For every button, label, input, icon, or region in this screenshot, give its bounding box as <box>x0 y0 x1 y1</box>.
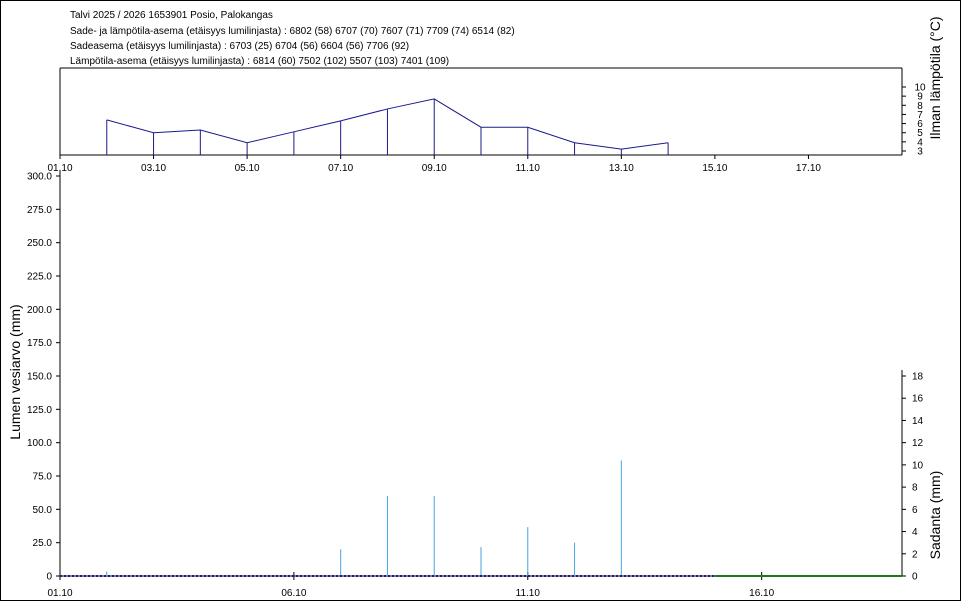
precip-y-tick-label: 8 <box>912 483 918 494</box>
snow-y-tick-label: 100.0 <box>27 438 52 449</box>
temp-x-tick-label: 07.10 <box>328 163 353 174</box>
temp-y-tick-label: 8 <box>917 101 923 112</box>
precip-y-tick-label: 6 <box>912 505 918 516</box>
temp-x-tick-label: 17.10 <box>796 163 821 174</box>
station-list-precip: Sadeasema (etäisyys lumilinjasta) : 6703… <box>70 41 410 52</box>
temp-y-tick-label: 5 <box>917 128 923 139</box>
snow-y-axis-label: Lumen vesiarvo (mm) <box>7 304 23 439</box>
temp-x-tick-label: 03.10 <box>141 163 166 174</box>
snow-y-tick-label: 225.0 <box>27 272 52 283</box>
snow-y-tick-label: 250.0 <box>27 238 52 249</box>
temp-x-tick-label: 05.10 <box>235 163 260 174</box>
temp-x-tick-label: 13.10 <box>609 163 634 174</box>
snow-y-tick-label: 150.0 <box>27 372 52 383</box>
bottom-x-tick-label: 16.10 <box>749 588 774 599</box>
temp-y-tick-label: 6 <box>917 119 923 130</box>
temp-x-tick-label: 15.10 <box>702 163 727 174</box>
precip-y-tick-label: 2 <box>912 549 918 560</box>
snow-y-tick-label: 25.0 <box>33 538 53 549</box>
temperature-line <box>106 98 669 150</box>
precip-y-tick-label: 12 <box>912 438 924 449</box>
temp-y-tick-label: 3 <box>917 147 923 158</box>
station-list-temp: Lämpötila-asema (etäisyys lumilinjasta) … <box>70 56 450 67</box>
station-list-precip-temp: Sade- ja lämpötila-asema (etäisyys lumil… <box>70 26 515 37</box>
temp-x-tick-label: 01.10 <box>47 163 72 174</box>
temp-x-tick-label: 11.10 <box>516 163 541 174</box>
temp-y-tick-label: 4 <box>917 137 923 148</box>
chart-title: Talvi 2025 / 2026 1653901 Posio, Palokan… <box>70 10 273 21</box>
precip-y-tick-label: 0 <box>912 572 918 583</box>
bottom-x-tick-label: 11.10 <box>516 588 541 599</box>
precip-y-tick-label: 10 <box>912 460 924 471</box>
temp-x-tick-label: 09.10 <box>422 163 447 174</box>
bottom-x-tick-label: 06.10 <box>281 588 306 599</box>
precip-y-tick-label: 14 <box>912 416 924 427</box>
snow-y-tick-label: 75.0 <box>33 472 53 483</box>
precip-y-tick-label: 4 <box>912 527 918 538</box>
snow-y-tick-label: 0 <box>46 572 52 583</box>
temp-y-tick-label: 10 <box>914 83 926 94</box>
bottom-x-tick-label: 01.10 <box>47 588 72 599</box>
snow-y-tick-label: 300.0 <box>27 172 52 183</box>
temp-y-tick-label: 7 <box>917 110 923 121</box>
temp-y-axis-label: Ilman lämpötila (°C) <box>927 16 943 139</box>
snow-y-tick-label: 125.0 <box>27 405 52 416</box>
snow-y-tick-label: 175.0 <box>27 338 52 349</box>
snow-y-tick-label: 200.0 <box>27 305 52 316</box>
precip-y-axis-label: Sadanta (mm) <box>927 471 943 560</box>
precip-y-tick-label: 16 <box>912 394 924 405</box>
temp-y-tick-label: 9 <box>917 92 923 103</box>
snow-y-tick-label: 50.0 <box>33 505 53 516</box>
snow-y-tick-label: 275.0 <box>27 205 52 216</box>
precip-y-tick-label: 18 <box>912 372 924 383</box>
